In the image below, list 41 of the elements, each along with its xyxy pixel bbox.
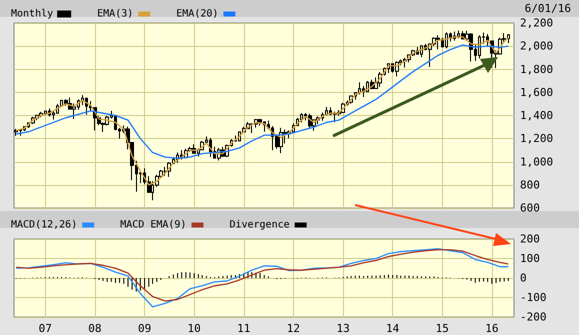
y-tick-label: 1,200 xyxy=(520,132,554,146)
candlestick xyxy=(300,112,303,123)
candlestick xyxy=(436,34,440,50)
legend-label: Divergence xyxy=(229,220,290,230)
x-tick-label: 15 xyxy=(436,322,449,335)
candlestick xyxy=(234,135,237,142)
y-tick-label: 2,200 xyxy=(520,16,554,30)
y-tick-label: -100 xyxy=(520,291,546,304)
x-tick-label: 09 xyxy=(138,322,152,335)
y-tick-label: 1,600 xyxy=(520,86,554,99)
legend-label: EMA(20) xyxy=(176,8,218,20)
y-tick-label: 100 xyxy=(520,252,540,265)
x-tick-label: 13 xyxy=(336,322,350,335)
x-tick-label: 14 xyxy=(386,322,400,335)
x-tick-label: 12 xyxy=(286,322,300,335)
candlestick xyxy=(507,34,510,44)
y-tick-label: 200 xyxy=(520,232,540,246)
x-tick-label: 11 xyxy=(237,322,250,335)
y-tick-label: 0 xyxy=(520,272,527,284)
text: 6/01/16 xyxy=(524,2,571,15)
x-tick-label: 10 xyxy=(188,322,201,335)
line-series xyxy=(16,36,509,186)
candlestick xyxy=(445,32,448,49)
legend-label: MACD(12,26) xyxy=(10,220,78,230)
x-tick-label: 08 xyxy=(88,322,102,335)
y-tick-label: 800 xyxy=(520,178,540,192)
candlestick xyxy=(250,122,254,134)
x-tick-label: 07 xyxy=(38,322,52,335)
x-tick-label: 16 xyxy=(485,322,498,335)
y-tick-label: -200 xyxy=(520,310,546,324)
y-tick-label: 1,400 xyxy=(520,109,554,122)
y-tick-label: 2,000 xyxy=(520,40,554,53)
legend-label: EMA(3) xyxy=(97,8,134,20)
y-tick-label: 600 xyxy=(520,202,540,214)
y-tick-label: 1,000 xyxy=(520,155,554,168)
candlestick xyxy=(64,98,68,106)
y-tick-label: 1,800 xyxy=(520,62,554,76)
line-series xyxy=(16,44,509,159)
legend-label: MACD EMA(9) xyxy=(120,220,186,230)
legend-label: Monthly xyxy=(10,8,54,20)
candlestick xyxy=(163,166,167,176)
